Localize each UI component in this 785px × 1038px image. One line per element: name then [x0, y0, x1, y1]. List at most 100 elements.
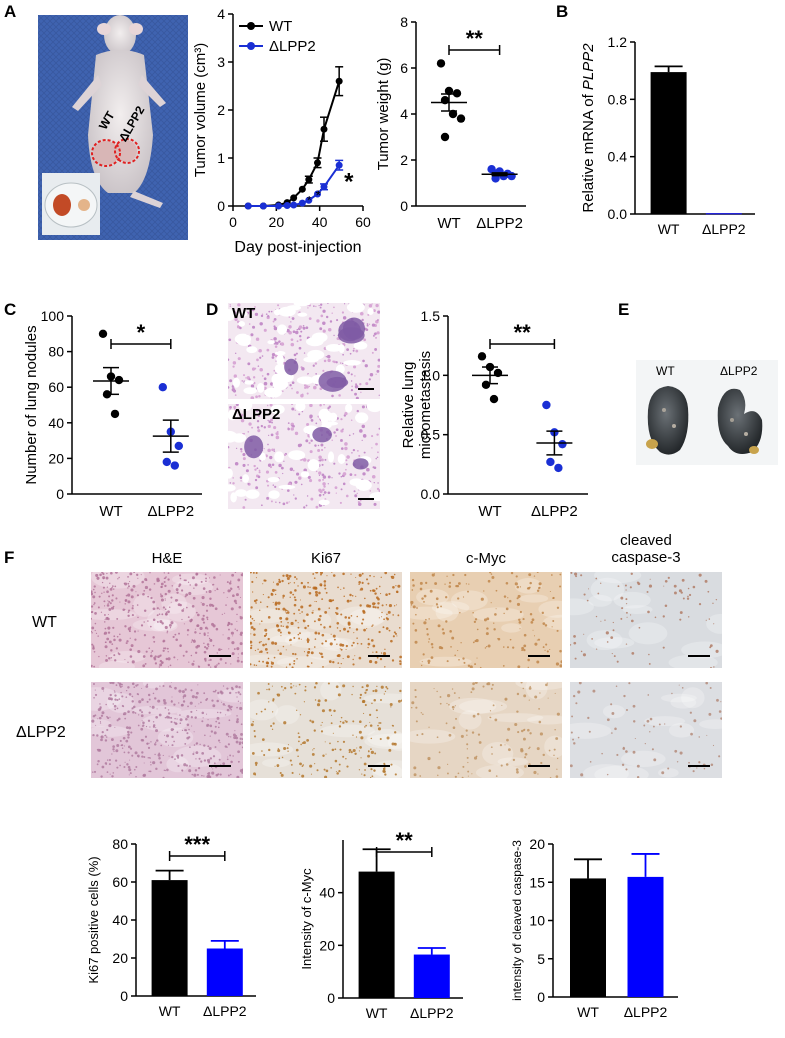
stained-cell — [104, 627, 107, 630]
stained-cell — [718, 710, 722, 713]
stained-cell — [352, 658, 354, 661]
stained-cell — [236, 629, 239, 632]
tissue-cell — [260, 504, 263, 507]
stained-cell — [534, 642, 538, 646]
stained-cell — [551, 626, 553, 628]
stained-cell — [308, 591, 312, 595]
stained-cell — [515, 575, 518, 578]
stained-cell — [317, 607, 321, 611]
stained-cell — [314, 590, 318, 594]
tissue-texture — [250, 608, 287, 624]
stained-cell — [378, 585, 381, 588]
stained-cell — [166, 768, 169, 772]
stained-cell — [632, 704, 636, 708]
stained-cell — [228, 581, 232, 585]
stained-cell — [364, 769, 366, 771]
tissue-cell — [272, 484, 275, 486]
stained-cell — [194, 705, 196, 707]
stained-cell — [164, 608, 167, 611]
stained-cell — [224, 662, 227, 664]
stained-cell — [352, 685, 354, 688]
stained-cell — [300, 743, 302, 746]
stained-cell — [270, 725, 273, 728]
stained-cell — [195, 611, 198, 614]
tissue-cell — [349, 352, 352, 355]
stained-cell — [377, 606, 380, 609]
tissue-cell — [368, 303, 373, 308]
stained-cell — [267, 596, 270, 599]
stained-cell — [309, 604, 312, 607]
tissue-cell — [349, 473, 353, 477]
stained-cell — [638, 626, 641, 629]
y-tick-label: 20 — [319, 937, 335, 953]
stained-cell — [108, 763, 111, 766]
stained-cell — [234, 572, 237, 574]
tissue-cell — [240, 480, 242, 482]
tissue-cell — [309, 450, 313, 454]
y-tick-label: 100 — [41, 308, 65, 324]
stained-cell — [204, 646, 207, 649]
alveolar-space — [274, 363, 287, 375]
stained-cell — [532, 629, 534, 631]
stained-cell — [542, 646, 545, 649]
stained-cell — [188, 591, 192, 596]
stained-cell — [338, 770, 341, 773]
tissue-cell — [327, 475, 331, 479]
stained-cell — [287, 744, 289, 746]
stained-cell — [139, 709, 142, 712]
data-point — [283, 202, 291, 210]
stained-cell — [189, 584, 191, 586]
stained-cell — [294, 589, 297, 592]
stained-cell — [181, 609, 184, 612]
tissue-cell — [319, 490, 323, 494]
stained-cell — [452, 726, 456, 729]
alveolar-space — [235, 489, 248, 497]
stained-cell — [715, 598, 718, 601]
stained-cell — [364, 704, 367, 707]
stained-cell — [166, 630, 169, 633]
stained-cell — [497, 638, 499, 640]
y-axis-label: Tumor weight (g) — [375, 58, 392, 171]
data-point — [170, 461, 179, 470]
stained-cell — [114, 694, 117, 697]
stained-cell — [456, 584, 460, 588]
stained-cell — [158, 752, 161, 755]
stained-cell — [95, 632, 98, 634]
stained-cell — [622, 746, 625, 749]
stained-cell — [490, 573, 493, 575]
stained-cell — [444, 583, 446, 585]
stained-cell — [116, 766, 119, 769]
tissue-cell — [248, 323, 251, 325]
stained-cell — [212, 755, 216, 758]
stained-cell — [606, 641, 609, 643]
stained-cell — [193, 744, 196, 746]
stained-cell — [323, 580, 327, 583]
stained-cell — [239, 693, 242, 696]
tissue-cell — [375, 303, 379, 308]
stained-cell — [255, 599, 258, 602]
stained-cell — [276, 624, 279, 627]
stained-cell — [696, 767, 698, 769]
y-tick-label: 8 — [400, 14, 408, 30]
stained-cell — [191, 725, 193, 727]
stained-cell — [131, 695, 134, 698]
tissue-cell — [340, 429, 344, 433]
tissue-texture — [146, 609, 170, 632]
tissue-cell — [254, 468, 257, 471]
stained-cell — [313, 686, 317, 689]
tissue-cell — [373, 481, 375, 484]
stained-cell — [708, 712, 712, 716]
stained-cell — [131, 707, 134, 710]
tissue-cell — [314, 444, 317, 447]
stained-cell — [177, 659, 179, 661]
stained-cell — [253, 664, 256, 666]
tissue-cell — [322, 475, 327, 479]
stained-cell — [330, 767, 332, 769]
stained-cell — [277, 628, 281, 632]
bar — [627, 876, 664, 997]
stained-cell — [587, 588, 590, 590]
stained-cell — [193, 751, 195, 753]
stained-cell — [114, 726, 116, 728]
stained-cell — [411, 589, 414, 591]
